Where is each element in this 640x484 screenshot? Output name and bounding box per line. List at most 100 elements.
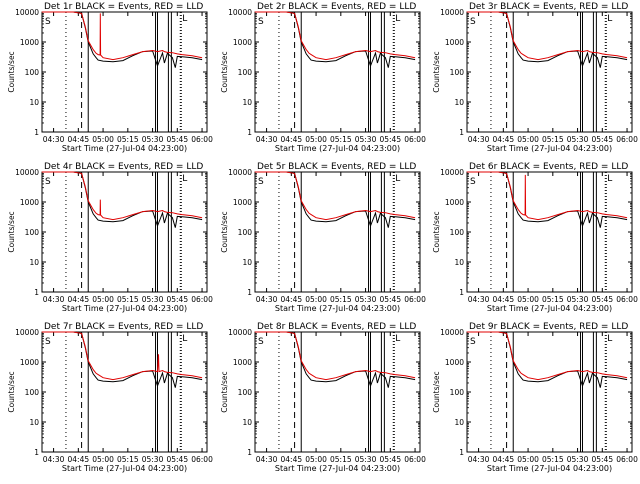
y-tick-label: 10 (454, 98, 464, 107)
y-tick-label: 10000 (440, 168, 464, 177)
x-tick-label: 04:30 (468, 295, 490, 304)
y-tick-label: 100 (25, 68, 40, 77)
chart-panel-6: Det 6r BLACK = Events, RED = LLD 1 10 100 10… (432, 162, 638, 313)
x-tick-label: 04:45 (493, 135, 515, 144)
x-tick-label: 04:45 (493, 455, 515, 464)
plot-frame (254, 11, 421, 133)
x-tick-label: 04:30 (256, 135, 278, 144)
marker-l-label: L (395, 14, 400, 24)
x-tick-label: 05:00 (517, 135, 539, 144)
x-tick-label: 05:15 (542, 455, 564, 464)
y-tick-label: 10000 (228, 8, 252, 17)
plot-frame (466, 11, 633, 133)
series-line-lld (466, 11, 628, 61)
y-tick-label: 1 (459, 448, 464, 457)
chart-panel-9: Det 9r BLACK = Events, RED = LLD 1 10 100 10… (432, 322, 638, 473)
x-tick-label: 06:00 (191, 295, 213, 304)
y-tick-label: 1000 (20, 358, 39, 367)
x-tick-label: 06:00 (616, 455, 638, 464)
x-tick-label: 04:45 (68, 455, 90, 464)
marker-s-label: S (258, 337, 264, 347)
x-tick-label: 05:15 (542, 135, 564, 144)
y-tick-label: 1000 (445, 38, 464, 47)
y-axis-label: Counts/sec (220, 211, 229, 252)
y-tick-label: 1000 (233, 198, 252, 207)
chart-panel-2: Det 2r BLACK = Events, RED = LLD 1 10 100 10… (220, 2, 426, 153)
chart-panel-4: Det 4r BLACK = Events, RED = LLD 1 10 100 10… (7, 162, 213, 313)
y-tick-label: 1000 (445, 358, 464, 367)
y-tick-label: 10 (29, 258, 39, 267)
chart-title: Det 4r BLACK = Events, RED = LLD (44, 162, 203, 172)
x-tick-label: 06:00 (191, 135, 213, 144)
y-tick-label: 1 (459, 288, 464, 297)
y-tick-label: 10000 (15, 8, 39, 17)
x-tick-label: 06:00 (404, 135, 426, 144)
y-tick-label: 10 (454, 418, 464, 427)
plot-frame (466, 331, 633, 453)
series-line-lld (41, 171, 203, 221)
y-tick-label: 1 (459, 128, 464, 137)
y-tick-label: 1 (247, 128, 252, 137)
x-tick-label: 05:00 (517, 455, 539, 464)
plot-frame (466, 171, 633, 293)
marker-l-label: L (395, 174, 400, 184)
chart-title: Det 2r BLACK = Events, RED = LLD (257, 2, 416, 12)
y-axis-label: Counts/sec (432, 211, 441, 252)
x-tick-label: 06:00 (404, 295, 426, 304)
series-line-lld (41, 331, 203, 381)
chart-title: Det 1r BLACK = Events, RED = LLD (44, 2, 203, 12)
x-tick-label: 06:00 (191, 455, 213, 464)
y-tick-label: 100 (450, 228, 465, 237)
x-tick-label: 05:30 (355, 295, 377, 304)
x-tick-label: 05:30 (142, 135, 164, 144)
x-tick-label: 06:00 (616, 295, 638, 304)
x-tick-label: 05:15 (542, 295, 564, 304)
y-tick-label: 1000 (445, 198, 464, 207)
x-tick-label: 05:45 (166, 455, 188, 464)
x-tick-label: 04:45 (493, 295, 515, 304)
x-tick-label: 05:30 (567, 295, 589, 304)
y-tick-label: 10 (29, 418, 39, 427)
plot-frame (41, 331, 208, 453)
x-axis-label: Start Time (27-Jul-04 04:23:00) (62, 304, 187, 313)
x-tick-label: 05:00 (92, 135, 114, 144)
series-line-lld (466, 171, 628, 221)
marker-s-label: S (258, 17, 264, 27)
y-tick-label: 1000 (233, 38, 252, 47)
plot-frame (254, 331, 421, 453)
x-tick-label: 05:45 (379, 455, 401, 464)
chart-title: Det 7r BLACK = Events, RED = LLD (44, 322, 203, 332)
y-tick-label: 10 (242, 258, 252, 267)
x-axis-label: Start Time (27-Jul-04 04:23:00) (62, 464, 187, 473)
x-tick-label: 05:30 (355, 455, 377, 464)
marker-s-label: S (45, 17, 51, 27)
x-tick-label: 04:30 (43, 455, 65, 464)
y-tick-label: 1 (34, 288, 39, 297)
y-tick-label: 1000 (233, 358, 252, 367)
x-tick-label: 04:30 (468, 135, 490, 144)
series-line-lld (254, 331, 416, 381)
y-axis-label: Counts/sec (220, 51, 229, 92)
x-axis-label: Start Time (27-Jul-04 04:23:00) (275, 304, 400, 313)
y-tick-label: 1 (247, 288, 252, 297)
x-tick-label: 05:15 (117, 455, 139, 464)
x-tick-label: 04:45 (281, 455, 303, 464)
x-tick-label: 04:30 (256, 455, 278, 464)
x-tick-label: 05:30 (567, 455, 589, 464)
x-tick-label: 06:00 (616, 135, 638, 144)
series-line-lld (41, 11, 203, 61)
x-tick-label: 05:45 (166, 295, 188, 304)
y-tick-label: 10000 (15, 328, 39, 337)
y-axis-label: Counts/sec (220, 371, 229, 412)
x-tick-label: 05:30 (142, 295, 164, 304)
x-tick-label: 05:15 (117, 135, 139, 144)
y-axis-label: Counts/sec (7, 371, 16, 412)
chart-title: Det 8r BLACK = Events, RED = LLD (257, 322, 416, 332)
plot-frame (41, 171, 208, 293)
y-tick-label: 10 (29, 98, 39, 107)
marker-s-label: S (470, 17, 476, 27)
y-tick-label: 1000 (20, 198, 39, 207)
chart-title: Det 3r BLACK = Events, RED = LLD (469, 2, 628, 12)
